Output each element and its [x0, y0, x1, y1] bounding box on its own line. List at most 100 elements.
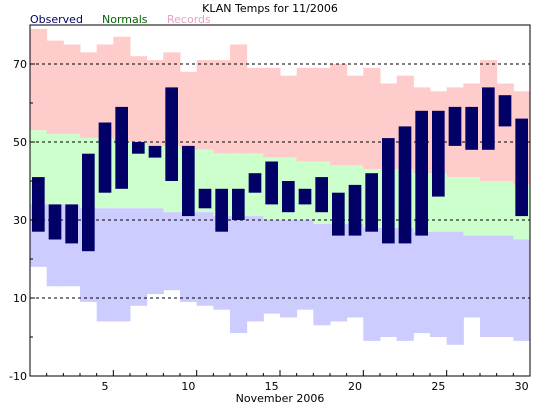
axis-layer: -10 10 30 50 70 5 10 15 20 25 30 — [9, 24, 531, 393]
normal-band-day-8 — [146, 145, 164, 209]
record-low-band-day-22 — [380, 227, 398, 337]
legend-item-observed: Observed — [30, 13, 83, 26]
x-tick-label-15: 15 — [265, 380, 279, 393]
observed-bar-day-14 — [248, 173, 262, 193]
record-low-band-day-15 — [263, 220, 281, 314]
record-high-band-day-3 — [63, 44, 81, 135]
legend-item-records: Records — [167, 13, 211, 26]
record-low-band-day-10 — [180, 212, 198, 302]
grid-layer — [30, 63, 530, 299]
record-high-band-day-5 — [96, 44, 114, 139]
observed-bar-day-11 — [198, 188, 212, 209]
record-low-band-day-20 — [346, 223, 364, 318]
observed-bar-day-29 — [498, 95, 512, 127]
observed-bar-day-7 — [132, 142, 145, 154]
y-tick-label-10: 10 — [13, 292, 27, 305]
record-high-band-day-14 — [246, 67, 264, 154]
record-high-band-day-12 — [213, 60, 231, 154]
record-low-band-day-18 — [313, 223, 331, 326]
y-tick-label-50: 50 — [13, 136, 27, 149]
record-low-band-day-6 — [113, 208, 131, 322]
record-high-band-day-1 — [30, 28, 48, 131]
record-low-band-day-11 — [196, 212, 214, 306]
record-low-band-day-30 — [513, 239, 531, 341]
observed-bar-day-22 — [382, 138, 395, 244]
normal-band-day-7 — [130, 142, 148, 209]
record-low-band-day-8 — [146, 208, 164, 295]
record-low-band-day-21 — [363, 227, 381, 341]
observed-bar-day-3 — [65, 204, 78, 244]
record-high-band-day-8 — [146, 60, 164, 146]
normal-band-day-29 — [496, 181, 514, 236]
x-tick-label-5: 5 — [102, 380, 109, 393]
record-low-band-day-12 — [213, 216, 231, 310]
observed-bar-day-27 — [465, 106, 478, 150]
observed-bar-day-13 — [232, 188, 245, 220]
record-high-band-day-17 — [296, 67, 314, 162]
record-low-band-day-16 — [280, 220, 298, 318]
record-low-band-day-14 — [246, 216, 264, 322]
observed-bar-day-6 — [115, 106, 128, 189]
observed-bar-day-28 — [482, 87, 495, 150]
record-high-band-day-19 — [330, 64, 348, 166]
legend-item-normals: Normals — [102, 13, 148, 26]
observed-bar-day-18 — [315, 177, 328, 213]
normal-band-day-28 — [480, 181, 498, 236]
record-low-band-day-19 — [330, 223, 348, 322]
record-low-band-day-27 — [463, 235, 481, 318]
x-tick-label-20: 20 — [348, 380, 362, 393]
observed-layer — [32, 87, 528, 252]
record-low-band-day-24 — [413, 231, 431, 334]
y-tick-label-30: 30 — [13, 214, 27, 227]
record-high-band-day-20 — [346, 75, 364, 166]
normal-band-day-2 — [46, 134, 64, 205]
y-tick-label-70: 70 — [13, 58, 27, 71]
record-low-band-day-13 — [230, 216, 248, 334]
x-tick-label-30: 30 — [515, 380, 529, 393]
normal-band-day-3 — [63, 134, 81, 205]
record-high-band-day-11 — [196, 60, 214, 150]
observed-bar-day-19 — [332, 192, 345, 236]
observed-bar-day-4 — [82, 153, 95, 252]
chart-title: KLAN Temps for 11/2006 — [202, 2, 338, 15]
normal-band-day-27 — [463, 177, 481, 236]
observed-bar-day-23 — [398, 126, 412, 244]
record-low-band-day-9 — [163, 212, 181, 291]
record-low-band-day-7 — [130, 208, 148, 306]
observed-bar-day-16 — [282, 181, 295, 213]
observed-bar-day-17 — [298, 188, 312, 205]
record-high-band-day-13 — [230, 44, 248, 154]
record-low-band-day-23 — [396, 227, 414, 341]
record-high-band-day-4 — [80, 52, 98, 139]
x-tick-label-25: 25 — [431, 380, 445, 393]
record-high-band-day-18 — [313, 67, 331, 162]
observed-bar-day-20 — [348, 184, 362, 236]
observed-bar-day-12 — [215, 188, 228, 232]
record-high-band-day-21 — [363, 67, 381, 170]
observed-bar-day-5 — [98, 122, 112, 193]
y-tick-label--10: -10 — [9, 370, 27, 383]
observed-bar-day-8 — [148, 145, 162, 158]
record-low-band-day-28 — [480, 235, 498, 337]
record-low-band-day-29 — [496, 235, 514, 337]
observed-bar-day-25 — [432, 110, 445, 197]
normal-band-day-26 — [446, 177, 464, 232]
observed-bar-day-9 — [165, 87, 178, 181]
record-low-band-day-17 — [296, 220, 314, 310]
record-high-band-day-2 — [46, 40, 64, 135]
x-tick-label-10: 10 — [181, 380, 195, 393]
observed-bar-day-26 — [448, 106, 462, 146]
observed-bar-day-2 — [48, 204, 62, 240]
x-axis-label: November 2006 — [236, 392, 325, 405]
legend: Observed Normals Records — [30, 13, 211, 26]
record-high-band-day-15 — [263, 67, 281, 158]
record-high-band-day-10 — [180, 71, 198, 150]
record-low-band-day-25 — [430, 231, 448, 337]
record-high-band-day-16 — [280, 75, 298, 158]
observed-bar-day-21 — [365, 173, 378, 232]
observed-bar-day-30 — [515, 118, 528, 217]
record-low-band-day-26 — [446, 231, 464, 345]
observed-bar-day-24 — [415, 110, 428, 236]
observed-bar-day-15 — [265, 161, 278, 205]
